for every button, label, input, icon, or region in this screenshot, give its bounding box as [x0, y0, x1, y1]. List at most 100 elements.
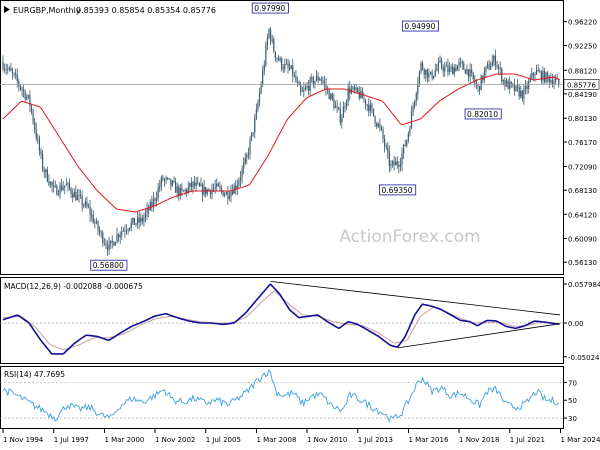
moving-average-line	[2, 73, 560, 213]
extreme-label-box	[401, 20, 439, 32]
candle-body	[312, 77, 314, 85]
candle-body	[27, 94, 29, 97]
candle-body	[521, 90, 523, 99]
candle-body	[228, 196, 231, 199]
candle-body	[322, 80, 324, 83]
candle-body	[249, 139, 251, 154]
candle-body	[255, 109, 257, 119]
time-tick-label: 1 Mar 2024	[560, 436, 600, 444]
candle-body	[206, 189, 208, 194]
candle-body	[201, 184, 204, 195]
candle-body	[122, 230, 124, 232]
candle-body	[395, 161, 397, 166]
candle-body	[545, 72, 547, 83]
candle-body	[64, 185, 66, 188]
candle-body	[205, 186, 207, 194]
candle-body	[94, 222, 96, 224]
candle-body	[304, 87, 307, 90]
candle-body	[320, 79, 322, 81]
candle-body	[124, 230, 126, 232]
candle-body	[7, 68, 9, 70]
time-tick-label: 1 Nov 2018	[459, 436, 499, 444]
candle-body	[129, 227, 131, 230]
candle-body	[385, 146, 387, 148]
candle-body	[100, 232, 102, 234]
candle-body	[341, 117, 343, 123]
current-price-box	[563, 79, 600, 90]
candle-body	[442, 67, 444, 71]
candle-body	[268, 29, 270, 38]
candle-body	[220, 187, 223, 191]
candle-body	[208, 189, 210, 191]
candle-body	[328, 89, 330, 100]
candle-body	[434, 70, 436, 76]
candle-body	[461, 62, 463, 64]
candle-body	[437, 62, 440, 69]
candle-body	[433, 75, 435, 79]
candle-body	[456, 65, 459, 71]
candle-body	[334, 106, 337, 109]
candle-body	[238, 180, 240, 186]
candle-body	[436, 68, 438, 71]
candle-body	[483, 71, 485, 81]
candle-body	[19, 85, 22, 89]
price-tick-label: 0.72090	[568, 163, 597, 171]
current-price-label: 0.85776	[567, 81, 596, 89]
candle-body	[263, 64, 265, 72]
candle-body	[418, 71, 421, 84]
candle-body	[298, 82, 300, 86]
candle-body	[426, 69, 428, 78]
candle-body	[146, 207, 148, 213]
candle-body	[502, 80, 504, 82]
extreme-label: 0.82010	[467, 110, 498, 119]
candle-body	[323, 82, 326, 84]
candle-body	[35, 129, 37, 139]
candle-body	[534, 74, 536, 76]
macd-tick-label: -0.050241	[568, 354, 600, 362]
candle-body	[102, 232, 104, 244]
candle-body	[388, 152, 390, 166]
candle-body	[288, 67, 291, 69]
candle-body	[260, 84, 262, 93]
extreme-label-box	[251, 2, 289, 14]
price-tick-label: 0.80130	[568, 115, 597, 123]
candle-body	[157, 188, 159, 198]
price-tick-label: 0.56130	[568, 259, 597, 267]
candle-body	[198, 183, 200, 187]
time-axis: 1 Nov 1994 1 Jul 1997 1 Mar 2000 1 Nov 2002…	[2, 429, 600, 444]
price-tick-label: 0.96220	[568, 19, 597, 27]
candle-body	[504, 80, 506, 87]
candle-body	[455, 67, 457, 71]
macd-line	[2, 283, 560, 355]
candle-body	[494, 55, 497, 66]
candle-body	[266, 37, 269, 46]
candle-body	[37, 138, 39, 140]
candle-body	[391, 161, 394, 165]
candle-body	[227, 192, 229, 199]
rsi-panel-frame	[0, 366, 564, 429]
candle-body	[189, 182, 191, 188]
candle-body	[301, 91, 303, 93]
candle-body	[524, 86, 527, 90]
candle-body	[490, 66, 492, 70]
candle-body	[401, 153, 403, 165]
extreme-label: 0.69350	[382, 186, 413, 195]
candle-body	[60, 185, 63, 190]
rsi-tick-label: 50	[568, 397, 577, 405]
candle-body	[387, 147, 389, 153]
candle-body	[303, 89, 305, 92]
candle-body	[182, 190, 185, 192]
candle-body	[75, 191, 77, 201]
time-tick-label: 1 Mar 2000	[104, 436, 144, 444]
candle-body	[513, 84, 516, 91]
candle-body	[73, 191, 75, 198]
candle-body	[406, 140, 408, 146]
candle-body	[114, 242, 117, 246]
price-tick-label: 0.84190	[568, 91, 597, 99]
candle-body	[224, 194, 226, 197]
candle-body	[160, 177, 162, 187]
candle-body	[40, 150, 42, 155]
candle-body	[558, 78, 560, 85]
candle-body	[364, 99, 367, 106]
candle-body	[539, 71, 541, 73]
